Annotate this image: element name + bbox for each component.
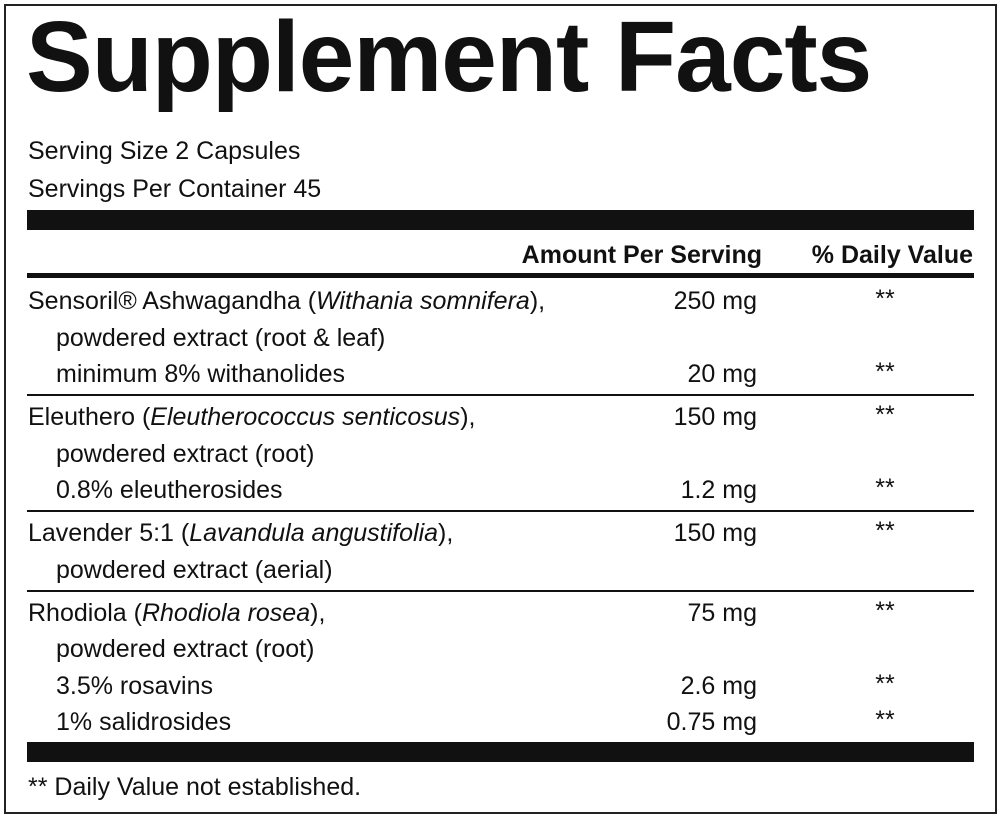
column-header: % Daily Value bbox=[811, 241, 973, 269]
ingredient-text: ), bbox=[438, 519, 454, 547]
border bbox=[4, 4, 997, 814]
daily-value: ** bbox=[875, 401, 895, 429]
servings-per-container: Servings Per Container 45 bbox=[28, 175, 322, 203]
ingredient-text: Lavender 5:1 ( bbox=[28, 519, 190, 547]
ingredient-text: powdered extract (root & leaf) bbox=[56, 323, 386, 352]
column-header: Amount Per Serving bbox=[521, 241, 762, 269]
ingredient-text: minimum 8% withanolides bbox=[56, 360, 346, 388]
serving-size: Serving Size 2 Capsules bbox=[28, 137, 301, 165]
daily-value: ** bbox=[875, 706, 895, 734]
daily-value: ** bbox=[875, 517, 895, 545]
footnote: ** Daily Value not established. bbox=[28, 773, 362, 801]
ingredient-line: powdered extract (aerial) bbox=[56, 555, 333, 585]
daily-value: ** bbox=[875, 669, 895, 698]
ingredient-line: powdered extract (root) bbox=[56, 634, 314, 664]
daily-value: ** bbox=[875, 474, 895, 502]
ingredient-line: Sensoril® Ashwagandha (Withania somnifer… bbox=[28, 286, 545, 316]
daily-value: ** bbox=[875, 285, 895, 313]
amount: 1.2 mg bbox=[680, 476, 757, 504]
ingredient-text: powdered extract (root) bbox=[56, 439, 315, 468]
thick-rule bbox=[27, 210, 974, 230]
ingredient-line: 1% salidrosides bbox=[56, 707, 231, 737]
amount: 250 mg bbox=[673, 287, 757, 315]
ingredient-line: Rhodiola (Rhodiola rosea), bbox=[28, 598, 325, 628]
ingredient-line: minimum 8% withanolides bbox=[56, 359, 345, 389]
ingredient-line: powdered extract (root & leaf) bbox=[56, 323, 385, 353]
amount: 0.75 mg bbox=[666, 708, 757, 736]
latin-name: Rhodiola rosea bbox=[141, 598, 311, 627]
latin-name: Lavandula angustifolia bbox=[189, 519, 439, 547]
ingredient-text: ), bbox=[310, 598, 326, 627]
daily-value: ** bbox=[875, 358, 895, 386]
row-rule bbox=[27, 510, 974, 512]
amount: 2.6 mg bbox=[680, 671, 757, 700]
latin-name: Eleutherococcus senticosus bbox=[150, 403, 461, 431]
amount: 150 mg bbox=[673, 519, 757, 547]
row-rule bbox=[27, 394, 974, 396]
ingredient-text: 3.5% rosavins bbox=[56, 671, 214, 700]
ingredient-text: Eleuthero ( bbox=[28, 403, 151, 431]
ingredient-text: 0.8% eleutherosides bbox=[56, 476, 283, 504]
latin-name: Withania somnifera bbox=[316, 287, 530, 315]
ingredient-text: powdered extract (aerial) bbox=[56, 555, 333, 584]
amount: 20 mg bbox=[687, 360, 757, 388]
ingredient-text: Sensoril® Ashwagandha ( bbox=[28, 287, 317, 315]
ingredient-text: ), bbox=[460, 403, 476, 431]
ingredient-text: Rhodiola ( bbox=[28, 598, 142, 627]
ingredient-line: powdered extract (root) bbox=[56, 439, 314, 469]
daily-value: ** bbox=[875, 596, 895, 625]
medium-rule bbox=[27, 273, 974, 278]
ingredient-line: 3.5% rosavins bbox=[56, 671, 213, 701]
ingredient-text: powdered extract (root) bbox=[56, 635, 315, 663]
row-rule bbox=[27, 589, 974, 592]
ingredient-line: Lavender 5:1 (Lavandula angustifolia), bbox=[28, 518, 453, 548]
thick-rule bbox=[27, 742, 974, 762]
ingredient-line: Eleuthero (Eleutherococcus senticosus), bbox=[28, 402, 475, 432]
ingredient-line: 0.8% eleutherosides bbox=[56, 475, 283, 505]
ingredient-text: 1% salidrosides bbox=[56, 708, 232, 736]
amount: 75 mg bbox=[687, 598, 757, 627]
amount: 150 mg bbox=[673, 403, 757, 431]
ingredient-text: ), bbox=[529, 287, 546, 315]
title: Supplement Facts bbox=[26, 1, 872, 113]
